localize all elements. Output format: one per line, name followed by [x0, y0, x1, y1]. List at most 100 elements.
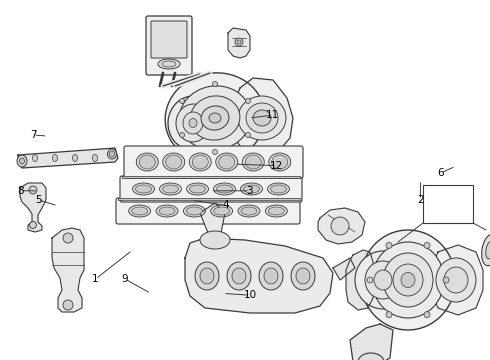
Ellipse shape — [213, 81, 218, 86]
Ellipse shape — [109, 151, 115, 157]
Ellipse shape — [393, 264, 423, 296]
Ellipse shape — [245, 99, 250, 104]
Polygon shape — [228, 28, 250, 58]
Ellipse shape — [237, 40, 241, 44]
Ellipse shape — [213, 149, 218, 154]
Ellipse shape — [158, 59, 180, 69]
Ellipse shape — [241, 183, 263, 195]
FancyBboxPatch shape — [120, 176, 302, 202]
FancyBboxPatch shape — [146, 16, 192, 75]
Ellipse shape — [200, 268, 214, 284]
Text: 10: 10 — [244, 290, 256, 300]
Polygon shape — [350, 324, 393, 360]
Ellipse shape — [291, 262, 315, 290]
Ellipse shape — [132, 207, 147, 215]
Text: 12: 12 — [270, 161, 284, 171]
Ellipse shape — [183, 112, 203, 134]
Text: 11: 11 — [265, 110, 279, 120]
Text: 5: 5 — [35, 195, 42, 205]
Polygon shape — [346, 250, 373, 310]
Ellipse shape — [269, 207, 284, 215]
Ellipse shape — [190, 96, 240, 140]
Ellipse shape — [386, 312, 392, 318]
Ellipse shape — [265, 205, 287, 217]
Ellipse shape — [259, 262, 283, 290]
Ellipse shape — [436, 258, 476, 302]
Text: 3: 3 — [246, 186, 253, 196]
Ellipse shape — [156, 205, 178, 217]
Ellipse shape — [238, 205, 260, 217]
Polygon shape — [318, 208, 365, 244]
Polygon shape — [52, 228, 84, 312]
FancyBboxPatch shape — [116, 198, 300, 224]
Ellipse shape — [136, 153, 158, 171]
Ellipse shape — [331, 217, 349, 235]
Polygon shape — [118, 198, 300, 200]
Polygon shape — [122, 176, 300, 178]
Ellipse shape — [29, 221, 36, 229]
Ellipse shape — [383, 253, 433, 307]
Ellipse shape — [296, 268, 310, 284]
Bar — [423, 185, 473, 223]
Polygon shape — [20, 183, 46, 232]
Ellipse shape — [93, 154, 98, 162]
Ellipse shape — [424, 312, 430, 318]
Ellipse shape — [20, 158, 25, 164]
Polygon shape — [231, 78, 293, 158]
Ellipse shape — [17, 155, 27, 167]
Ellipse shape — [401, 273, 415, 288]
Text: 2: 2 — [417, 195, 424, 205]
Ellipse shape — [165, 73, 265, 163]
Ellipse shape — [195, 262, 219, 290]
Ellipse shape — [168, 96, 218, 150]
Ellipse shape — [367, 277, 373, 283]
Ellipse shape — [216, 153, 238, 171]
Ellipse shape — [139, 155, 155, 169]
Ellipse shape — [241, 207, 257, 215]
Text: 7: 7 — [30, 130, 37, 140]
Polygon shape — [18, 148, 118, 168]
Text: 6: 6 — [438, 168, 444, 178]
Ellipse shape — [486, 241, 490, 259]
Ellipse shape — [63, 300, 73, 310]
Ellipse shape — [244, 185, 260, 193]
Ellipse shape — [268, 183, 290, 195]
Ellipse shape — [52, 154, 57, 162]
Ellipse shape — [246, 103, 278, 133]
Text: 9: 9 — [122, 274, 128, 284]
Ellipse shape — [232, 268, 246, 284]
Ellipse shape — [180, 99, 185, 104]
Ellipse shape — [211, 205, 233, 217]
Ellipse shape — [107, 149, 117, 159]
Text: 8: 8 — [17, 186, 24, 196]
Ellipse shape — [186, 207, 202, 215]
Ellipse shape — [132, 183, 154, 195]
FancyBboxPatch shape — [124, 146, 303, 178]
Ellipse shape — [214, 207, 230, 215]
Ellipse shape — [63, 233, 73, 243]
Ellipse shape — [365, 261, 401, 299]
Ellipse shape — [272, 155, 288, 169]
Ellipse shape — [32, 154, 38, 162]
Ellipse shape — [29, 186, 37, 194]
Ellipse shape — [179, 86, 251, 150]
Ellipse shape — [219, 155, 235, 169]
Ellipse shape — [245, 155, 261, 169]
Ellipse shape — [217, 185, 232, 193]
Ellipse shape — [176, 104, 210, 142]
Ellipse shape — [386, 242, 392, 248]
Ellipse shape — [361, 230, 456, 330]
Ellipse shape — [180, 132, 185, 138]
Ellipse shape — [264, 268, 278, 284]
Ellipse shape — [166, 155, 182, 169]
Ellipse shape — [227, 262, 251, 290]
Ellipse shape — [253, 110, 271, 126]
Ellipse shape — [73, 154, 77, 162]
Ellipse shape — [270, 185, 287, 193]
Ellipse shape — [444, 267, 468, 293]
Ellipse shape — [136, 185, 151, 193]
Ellipse shape — [372, 242, 444, 318]
Ellipse shape — [163, 153, 185, 171]
Ellipse shape — [355, 251, 411, 309]
Ellipse shape — [187, 183, 209, 195]
